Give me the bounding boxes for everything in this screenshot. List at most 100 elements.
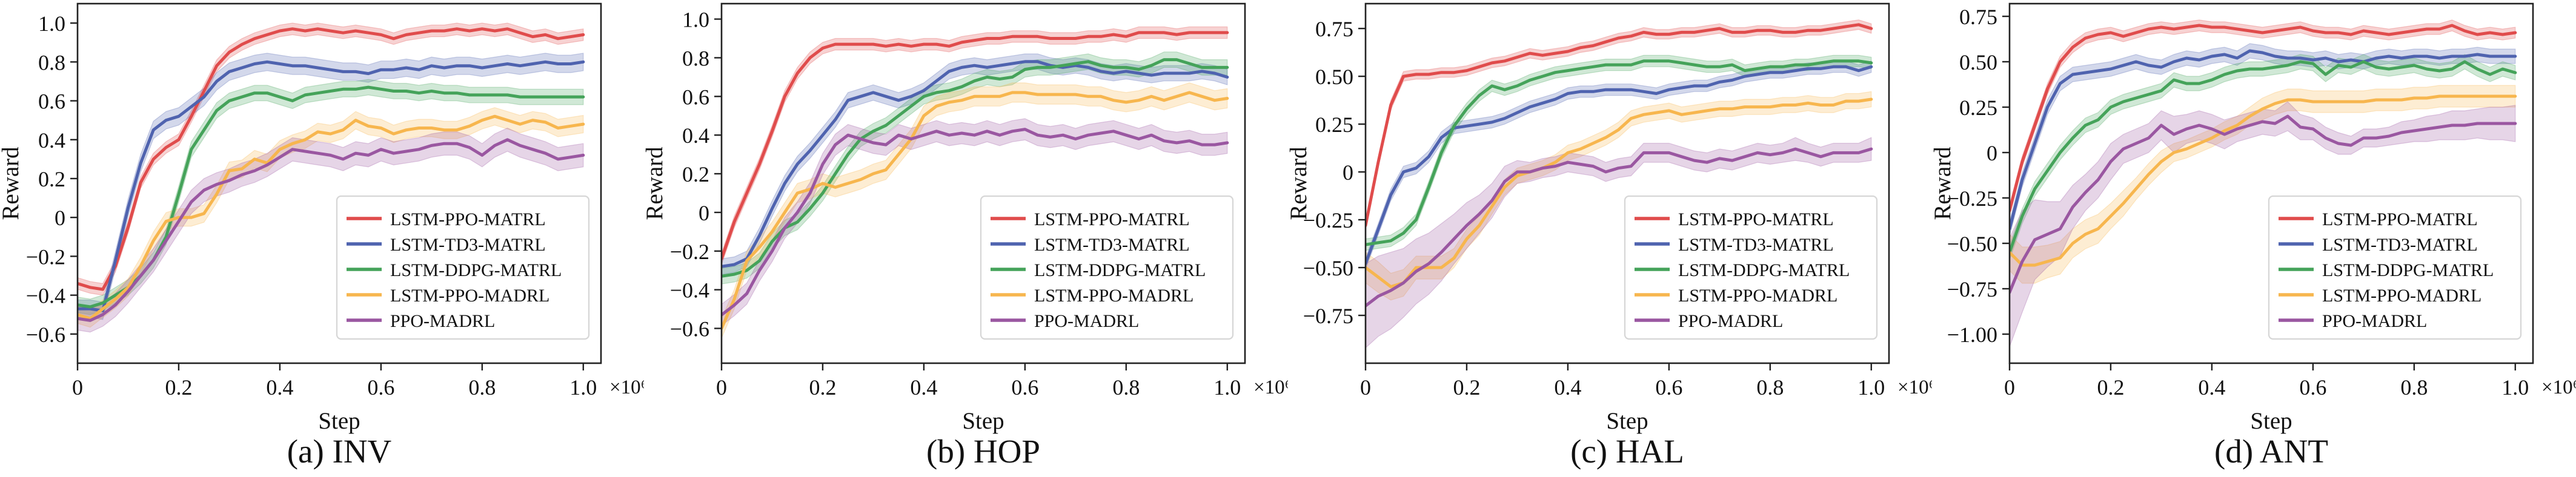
y-tick-label: 0 <box>1987 141 1997 165</box>
x-axis: 0 0.2 0.4 0.6 0.8 1.0 ×10⁶ <box>2004 363 2576 400</box>
y-axis-label: Reward <box>644 146 668 220</box>
legend: LSTM-PPO-MATRL LSTM-TD3-MATRL LSTM-DDPG-MA… <box>336 195 590 340</box>
series-band-ppo-madrl <box>78 127 584 333</box>
series-line-lstm-td3-matrl <box>78 60 585 312</box>
y-tick-label: −0.4 <box>26 284 65 308</box>
legend-label: PPO-MADRL <box>390 311 495 331</box>
y-tick-label: −0.75 <box>1947 277 1997 301</box>
y-tick-label: 0.75 <box>1959 5 1997 29</box>
x-axis-offset-label: ×10⁶ <box>1253 377 1288 398</box>
chart-svg: 0 0.2 0.4 0.6 0.8 1.0 ×10⁶ 1.0 0.8 0.6 0.4 0.2 0 −0.2… <box>642 2 1292 470</box>
y-tick-label: 0.6 <box>38 90 65 114</box>
legend: LSTM-PPO-MATRL LSTM-TD3-MATRL LSTM-DDPG-MA… <box>980 195 1234 340</box>
x-tick-label: 0.4 <box>910 375 937 400</box>
chart-svg: 0 0.2 0.4 0.6 0.8 1.0 ×10⁶ 0.75 0.50 0.25 0 −0.25 −0… <box>1286 2 1936 470</box>
y-tick-label: −0.50 <box>1947 232 1997 256</box>
series-band-ppo-madrl <box>722 118 1228 326</box>
legend-label: LSTM-PPO-MATRL <box>390 209 546 229</box>
series-band-lstm-ppo-matrl <box>722 26 1228 265</box>
x-tick-label: 0.4 <box>266 375 293 400</box>
x-tick-label: 0 <box>72 375 83 400</box>
series-band-lstm-ppo-madrl <box>1366 91 1872 301</box>
y-tick-label: −0.2 <box>26 245 65 269</box>
y-tick-label: −0.25 <box>1303 208 1353 232</box>
y-tick-label: 1.0 <box>38 12 65 36</box>
x-axis: 0 0.2 0.4 0.6 0.8 1.0 ×10⁶ <box>72 363 648 400</box>
x-axis-offset-label: ×10⁶ <box>2541 377 2576 398</box>
subplot-caption: (c) HAL <box>1570 433 1684 470</box>
chart-svg: 0 0.2 0.4 0.6 0.8 1.0 ×10⁶ 0.75 0.50 0.25 0 −0.25 −0… <box>1930 2 2576 470</box>
y-tick-label: −0.2 <box>670 240 709 264</box>
legend-label: LSTM-PPO-MATRL <box>1678 209 1834 229</box>
x-tick-label: 0.6 <box>1011 375 1038 400</box>
y-axis-label: Reward <box>1288 146 1312 220</box>
y-axis: 0.75 0.50 0.25 0 −0.25 −0.50 −0.75 <box>1303 17 1366 328</box>
series-band-lstm-ddpg-matrl <box>2010 54 2516 260</box>
x-axis-label: Step <box>2250 408 2292 434</box>
x-tick-label: 0.2 <box>2097 375 2124 400</box>
plot-area <box>78 22 585 333</box>
legend: LSTM-PPO-MATRL LSTM-TD3-MATRL LSTM-DDPG-MA… <box>1624 195 1878 340</box>
series-line-lstm-ppo-matrl <box>722 31 1229 260</box>
plot-border <box>76 2 602 364</box>
x-tick-label: 0 <box>716 375 727 400</box>
plot-area <box>1366 19 1873 349</box>
series-line-lstm-td3-matrl <box>1366 65 1873 266</box>
series-line-ppo-madrl <box>1366 147 1873 308</box>
plot-area <box>722 26 1229 338</box>
series-band-lstm-ppo-matrl <box>1366 19 1872 231</box>
legend-box <box>336 195 590 340</box>
y-tick-label: 0 <box>55 206 65 230</box>
series-band-lstm-td3-matrl <box>722 53 1228 275</box>
series-line-lstm-ddpg-matrl <box>722 58 1229 278</box>
plot-border <box>720 2 1246 364</box>
subplot-caption: (a) INV <box>287 433 392 470</box>
x-axis: 0 0.2 0.4 0.6 0.8 1.0 ×10⁶ <box>716 363 1292 400</box>
y-tick-label: −0.6 <box>670 317 709 341</box>
x-axis: 0 0.2 0.4 0.6 0.8 1.0 ×10⁶ <box>1360 363 1936 400</box>
subplot--c--hal: 0 0.2 0.4 0.6 0.8 1.0 ×10⁶ 0.75 0.50 0.25 0 −0.25 −0… <box>1286 0 1936 474</box>
series-line-ppo-madrl <box>722 128 1229 317</box>
y-tick-label: 0.8 <box>38 50 65 74</box>
x-tick-label: 0.6 <box>2299 375 2326 400</box>
y-tick-label: −0.6 <box>26 323 65 347</box>
subplot--d--ant: 0 0.2 0.4 0.6 0.8 1.0 ×10⁶ 0.75 0.50 0.25 0 −0.25 −0… <box>1930 0 2576 474</box>
series-line-ppo-madrl <box>78 138 585 322</box>
series-band-lstm-ppo-madrl <box>722 82 1228 338</box>
legend-label: PPO-MADRL <box>1678 311 1783 331</box>
y-tick-label: 0.25 <box>1959 96 1997 120</box>
legend-label: LSTM-DDPG-MATRL <box>1034 260 1206 280</box>
subplot-caption: (b) HOP <box>926 433 1040 470</box>
y-tick-label: −0.75 <box>1303 304 1353 328</box>
x-tick-label: 0 <box>2004 375 2015 400</box>
series-line-lstm-td3-matrl <box>722 60 1229 268</box>
legend-label: LSTM-PPO-MADRL <box>1678 286 1837 306</box>
plot-area <box>2010 19 2517 347</box>
x-axis-label: Step <box>962 408 1004 434</box>
legend: LSTM-PPO-MATRL LSTM-TD3-MATRL LSTM-DDPG-MA… <box>2268 195 2522 340</box>
legend-label: LSTM-TD3-MATRL <box>2322 235 2478 255</box>
y-tick-label: 0.6 <box>682 85 709 109</box>
legend-label: LSTM-PPO-MATRL <box>1034 209 1190 229</box>
x-tick-label: 0.2 <box>809 375 836 400</box>
series-line-lstm-td3-matrl <box>2010 49 2517 231</box>
legend-label: LSTM-PPO-MADRL <box>1034 286 1193 306</box>
x-tick-label: 1.0 <box>1213 375 1241 400</box>
x-tick-label: 0.8 <box>1112 375 1140 400</box>
y-tick-label: 0.2 <box>38 167 65 191</box>
x-tick-label: 0 <box>1360 375 1371 400</box>
series-line-lstm-ppo-matrl <box>1366 23 1873 227</box>
x-tick-label: 0.2 <box>1453 375 1480 400</box>
y-tick-label: 0 <box>699 201 709 225</box>
chart-svg: 0 0.2 0.4 0.6 0.8 1.0 ×10⁶ 1.0 0.8 0.6 0.4 0.2 0 −0.2… <box>0 2 648 470</box>
y-tick-label: −1.00 <box>1947 323 1997 347</box>
series-band-lstm-td3-matrl <box>78 53 584 320</box>
y-tick-label: 0.2 <box>682 162 709 186</box>
y-tick-label: 0.4 <box>682 123 709 148</box>
series-line-lstm-ppo-madrl <box>722 91 1229 330</box>
y-axis: 1.0 0.8 0.6 0.4 0.2 0 −0.2 −0.4 −0.6 <box>26 12 78 347</box>
series-line-lstm-ppo-matrl <box>2010 24 2517 212</box>
legend-box <box>980 195 1234 340</box>
series-band-lstm-ddpg-matrl <box>1366 54 1872 251</box>
legend-label: LSTM-DDPG-MATRL <box>2322 260 2494 280</box>
